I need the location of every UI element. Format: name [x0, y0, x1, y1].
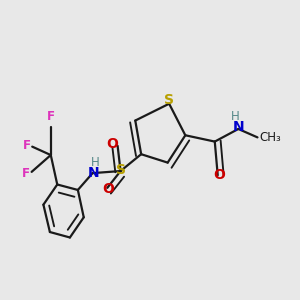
Text: S: S [116, 163, 126, 177]
Text: H: H [231, 110, 240, 123]
Text: O: O [213, 168, 225, 182]
Text: S: S [164, 93, 174, 107]
Text: F: F [23, 139, 31, 152]
Text: O: O [106, 137, 118, 151]
Text: F: F [22, 167, 30, 181]
Text: N: N [232, 120, 244, 134]
Text: N: N [88, 166, 100, 180]
Text: F: F [47, 110, 55, 123]
Text: H: H [91, 156, 100, 169]
Text: CH₃: CH₃ [260, 131, 282, 144]
Text: O: O [102, 182, 114, 196]
